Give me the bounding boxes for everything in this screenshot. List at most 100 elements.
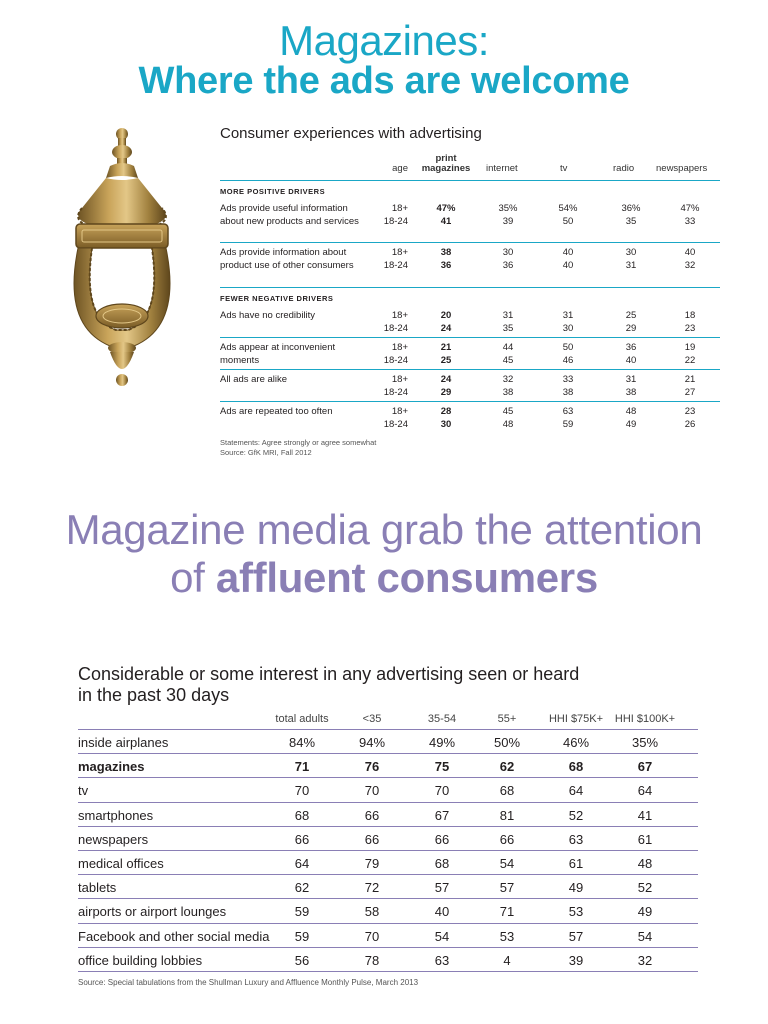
cell-tv: 50 46 [548,341,588,367]
table-row: tv 70 70 70 68 64 64 [78,778,698,803]
column-header: 55+ [497,713,517,725]
cell-value: 30 [502,247,514,258]
cell-value: 46 [562,355,574,366]
cell-value: 31 [502,310,514,321]
cell-tv: 40 40 [548,246,588,272]
cell-internet: 45 48 [488,405,528,431]
headline-line1: Magazine media grab the attention [65,506,703,553]
cell-value: 52 [568,807,584,823]
col-print-magazines: print magazines [420,154,472,174]
col-print-line2: magazines [421,163,471,174]
cell-value: 30 [440,419,452,430]
column-header: <35 [362,713,382,725]
row-label: smartphones [78,807,154,823]
cell-print: 47% 41 [426,202,466,228]
cell-value: 40 [684,247,696,258]
cell-newspapers: 21 27 [670,373,710,399]
cell-value: 23 [684,323,696,334]
row-label: medical offices [78,855,164,871]
cell-value: 59 [562,419,574,430]
cell-ages: 18+ 18-24 [368,341,408,367]
cell-value: 44 [502,342,514,353]
column-header: HHI $100K+ [614,713,676,725]
table-row: office building lobbies 56 78 63 4 39 32 [78,948,698,972]
cell-value: 46% [562,735,590,750]
cell-newspapers: 40 32 [670,246,710,272]
cell-value: 35% [631,735,659,750]
cell-value: 38 [562,387,574,398]
cell-newspapers: 23 26 [670,405,710,431]
cell-value: 52 [637,880,653,896]
cell-value: 18+ [391,203,408,214]
cell-value: 18+ [391,247,408,258]
cell-internet: 35% 39 [488,202,528,228]
advertising-interest-table: Considerable or some interest in any adv… [78,664,698,987]
cell-internet: 30 36 [488,246,528,272]
table-row: Ads provide information about product us… [220,243,720,287]
cell-value: 71 [294,759,310,775]
cell-value: 21 [684,374,696,385]
cell-value: 18+ [391,374,408,385]
cell-value: 49 [625,419,637,430]
cell-radio: 31 38 [611,373,651,399]
cell-value: 81 [499,807,515,823]
cell-value: 47% [680,203,700,214]
cell-value: 18-24 [383,419,408,430]
cell-value: 18-24 [383,323,408,334]
column-header: HHI $75K+ [548,713,604,725]
cell-value: 70 [364,928,380,944]
cell-value: 54 [499,855,515,871]
cell-value: 19 [684,342,696,353]
table-row: inside airplanes 84% 94% 49% 50% 46% 35% [78,730,698,755]
cell-value: 61 [568,855,584,871]
cell-value: 21 [440,342,452,353]
table-row: medical offices 64 79 68 54 61 48 [78,851,698,876]
row-label: Ads appear at inconvenient moments [220,342,336,366]
col-radio: radio [613,163,635,174]
table-row: smartphones 68 66 67 81 52 41 [78,803,698,827]
cell-value: 67 [637,759,653,775]
cell-value: 62 [499,759,515,775]
cell-value: 49 [568,880,584,896]
cell-value: 79 [364,855,380,871]
cell-value: 49% [428,735,456,750]
cell-value: 54 [434,928,450,944]
cell-value: 50 [562,216,574,227]
cell-value: 67 [434,807,450,823]
cell-value: 66 [364,807,380,823]
cell-value: 28 [440,406,452,417]
cell-value: 68 [434,855,450,871]
cell-value: 18+ [391,342,408,353]
cell-value: 45 [502,355,514,366]
cell-value: 39 [568,952,584,968]
cell-ages: 18+ 18-24 [368,246,408,272]
col-tv: tv [560,163,568,174]
cell-value: 18-24 [383,355,408,366]
table-row: Ads have no credibility 18+ 18-24 20 24 31 35 3… [220,306,720,338]
page-title-line1: Magazines: [279,17,489,64]
cell-value: 62 [294,880,310,896]
cell-internet: 31 35 [488,309,528,335]
cell-value: 41 [637,807,653,823]
cell-value: 75 [434,759,450,775]
cell-value: 33 [562,374,574,385]
headline-bold: affluent consumers [215,554,598,601]
cell-value: 54% [558,203,578,214]
row-label: Ads are repeated too often [220,406,333,417]
cell-value: 68 [568,759,584,775]
cell-value: 70 [294,783,310,799]
cell-value: 24 [440,323,452,334]
table-note: Statements: Agree strongly or agree some… [220,438,720,458]
source-note: Source: GfK MRI, Fall 2012 [220,448,312,457]
statements-note: Statements: Agree strongly or agree some… [220,438,377,447]
cell-value: 29 [440,387,452,398]
cell-value: 57 [434,880,450,896]
cell-value: 94% [358,735,386,750]
advertising-experience-table: Consumer experiences with advertising ag… [220,125,720,458]
cell-value: 48 [502,419,514,430]
col-print-line1: print [435,153,457,164]
cell-value: 36 [625,342,637,353]
cell-print: 20 24 [426,309,466,335]
section-negative: FEWER NEGATIVE DRIVERS [220,294,334,303]
cell-newspapers: 18 23 [670,309,710,335]
